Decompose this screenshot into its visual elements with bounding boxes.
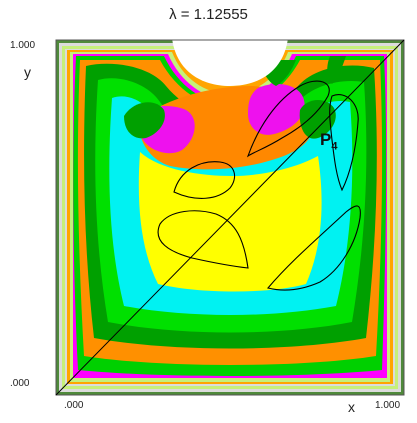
contour-band-16 (124, 102, 165, 139)
y-tick-top: 1.000 (10, 40, 36, 51)
contour-band-12 (138, 152, 322, 292)
contour-band-17 (299, 99, 336, 139)
contour-band-19 (327, 56, 346, 84)
diagonal-line (55, 39, 405, 396)
top-notch (172, 40, 288, 86)
x-tick-left: .000 (64, 400, 84, 411)
x-axis-label: x (348, 399, 355, 415)
contour-curve-3 (329, 94, 359, 192)
contour-curve-0 (173, 161, 236, 199)
point-p4-label: P4 (320, 130, 338, 153)
y-axis-label: y (24, 64, 31, 80)
plot-frame (55, 39, 405, 396)
contour-curve-4 (267, 205, 361, 291)
x-tick-right: 1.000 (375, 400, 401, 411)
contour-curve-1 (157, 210, 249, 269)
contour-curve-2 (246, 80, 330, 158)
chart-title: λ = 1.12555 (169, 6, 248, 23)
contour-band-15 (248, 84, 305, 135)
y-tick-bottom: .000 (10, 378, 30, 389)
